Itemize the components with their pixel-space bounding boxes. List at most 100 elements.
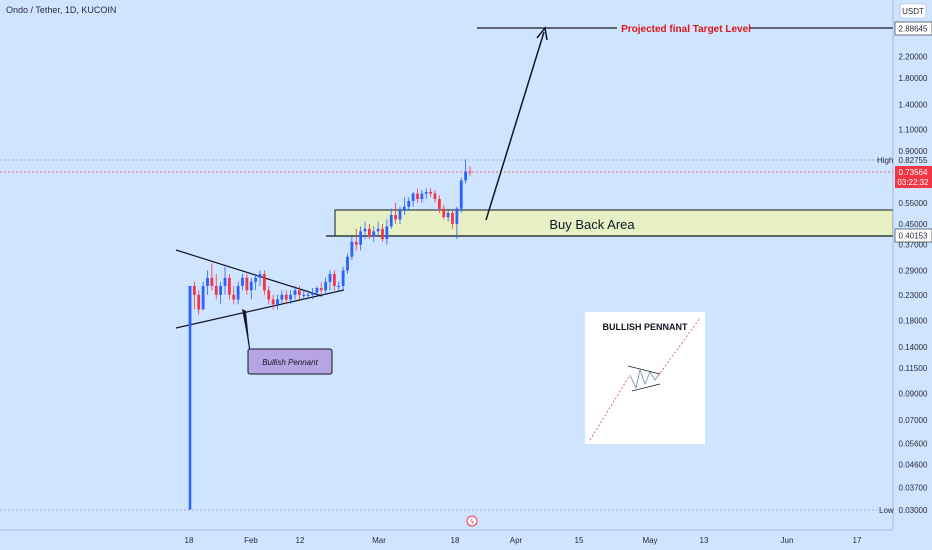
projection-arrow bbox=[485, 31, 545, 221]
target-price-value: 2.88645 bbox=[899, 25, 928, 34]
event-marker-glyph: ϟ bbox=[470, 518, 475, 526]
price-tick-label: 1.10000 bbox=[899, 126, 928, 135]
symbol-info: Ondo / Tether, 1D, KUCOIN bbox=[6, 5, 117, 15]
price-tick-label: 0.09000 bbox=[899, 390, 928, 399]
price-tick-label: 0.11500 bbox=[899, 364, 928, 373]
pennant-callout-tail bbox=[242, 309, 250, 352]
inset-pennant-card bbox=[585, 312, 705, 444]
time-tick-label: Feb bbox=[244, 536, 258, 545]
candle-up bbox=[241, 277, 244, 286]
time-tick-labels: 18 Feb 12 Mar 18 Apr 15 May 13 Jun 17 bbox=[185, 536, 862, 545]
inset-pennant-top bbox=[627, 365, 661, 375]
time-tick-label: 17 bbox=[853, 536, 862, 545]
price-tick-label: 0.90000 bbox=[899, 147, 928, 156]
buy-back-area-label: Buy Back Area bbox=[549, 217, 635, 232]
last-price-value: 0.73564 bbox=[899, 168, 928, 177]
low-price-value: 0.03000 bbox=[899, 506, 928, 515]
price-tick-label: 0.37000 bbox=[899, 241, 928, 250]
candle-down bbox=[319, 288, 323, 291]
candle-down bbox=[232, 294, 236, 300]
candle-up bbox=[389, 215, 393, 227]
candle-up bbox=[372, 231, 376, 237]
candle-up bbox=[293, 290, 297, 295]
candle-down bbox=[429, 191, 433, 194]
candle-up bbox=[420, 193, 424, 199]
candle-up bbox=[206, 277, 209, 286]
candle-up bbox=[446, 212, 450, 218]
inset-title: BULLISH PENNANT bbox=[603, 322, 689, 332]
bar-countdown: 03:22:32 bbox=[897, 178, 929, 187]
candle-down bbox=[197, 294, 201, 310]
candle-down bbox=[245, 277, 249, 291]
candle-up bbox=[341, 270, 345, 286]
price-tick-label: 1.80000 bbox=[899, 74, 928, 83]
candle-down bbox=[354, 241, 358, 245]
time-tick-label: 18 bbox=[451, 536, 460, 545]
price-tick-label: 0.45000 bbox=[899, 220, 928, 229]
candle-series bbox=[188, 159, 472, 510]
time-tick-label: Mar bbox=[372, 536, 386, 545]
candle-up bbox=[385, 226, 389, 240]
target-label-bg bbox=[617, 20, 750, 36]
pennant-callout-box bbox=[247, 348, 333, 375]
candle-down bbox=[437, 199, 441, 209]
price-tick-label: 2.20000 bbox=[899, 53, 928, 62]
candle-up bbox=[363, 228, 367, 232]
zone-price-value: 0.40153 bbox=[899, 232, 928, 241]
target-label: Projected final Target Level bbox=[621, 24, 751, 35]
price-tick-label: 0.14000 bbox=[899, 343, 928, 352]
inset-pennant-bottom bbox=[631, 383, 661, 392]
pennant-lower-line bbox=[175, 289, 345, 329]
low-marker-label: Low bbox=[879, 506, 894, 515]
candle-up bbox=[376, 228, 380, 232]
buy-back-zone[interactable] bbox=[334, 209, 894, 237]
candle-down bbox=[468, 171, 472, 173]
candle-up bbox=[398, 210, 402, 220]
candle-up bbox=[236, 286, 240, 300]
time-tick-label: 13 bbox=[700, 536, 709, 545]
candle-down bbox=[416, 193, 419, 199]
pennant-callout-text: Bullish Pennant bbox=[262, 358, 318, 367]
candle-up bbox=[455, 208, 459, 224]
candle-up bbox=[411, 193, 415, 201]
pennant-upper-line bbox=[175, 249, 323, 297]
candle-down bbox=[192, 286, 196, 295]
candle-up bbox=[359, 231, 363, 245]
candle-up bbox=[407, 200, 411, 207]
candle-up bbox=[289, 294, 293, 300]
candle-down bbox=[433, 193, 437, 199]
candle-up bbox=[302, 294, 306, 296]
candle-up bbox=[324, 281, 328, 291]
candle-up bbox=[280, 294, 284, 300]
price-axis-bg bbox=[893, 0, 932, 550]
candle-down bbox=[297, 290, 301, 295]
price-tick-label: 0.55000 bbox=[899, 199, 928, 208]
price-tick-label: 0.29000 bbox=[899, 266, 928, 275]
candle-up bbox=[464, 171, 468, 181]
candle-up bbox=[306, 294, 310, 296]
candle-up bbox=[249, 281, 253, 291]
high-price-value: 0.82755 bbox=[899, 156, 928, 165]
price-tick-label: 0.05600 bbox=[899, 440, 928, 449]
time-tick-label: 12 bbox=[296, 536, 305, 545]
candle-up bbox=[311, 292, 314, 295]
candle-down bbox=[214, 286, 218, 295]
price-tick-label: 0.07000 bbox=[899, 416, 928, 425]
candle-up bbox=[188, 286, 192, 327]
high-marker-label: High bbox=[877, 156, 893, 165]
event-marker-icon[interactable] bbox=[466, 515, 478, 527]
candle-up bbox=[350, 241, 354, 257]
candle-up bbox=[337, 286, 341, 287]
time-tick-label: Jun bbox=[781, 536, 794, 545]
candle-down bbox=[262, 274, 266, 291]
candle-up bbox=[276, 299, 279, 305]
arrow-head bbox=[536, 26, 548, 41]
candle-down bbox=[271, 299, 275, 305]
candle-up bbox=[315, 288, 319, 293]
candle-down bbox=[451, 212, 454, 224]
candle-up bbox=[424, 191, 428, 194]
inset-pennant-shape bbox=[629, 368, 659, 390]
currency-badge[interactable] bbox=[899, 3, 927, 19]
